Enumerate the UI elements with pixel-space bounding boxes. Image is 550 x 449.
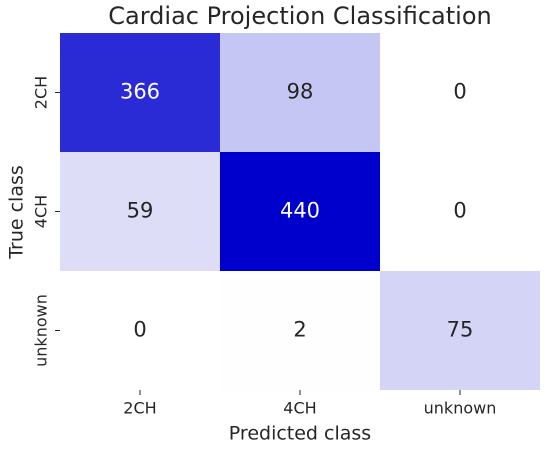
heatmap-cell xyxy=(380,271,540,390)
heatmap-cell xyxy=(220,271,380,390)
heatmap-cell xyxy=(60,33,220,152)
cell-value: 0 xyxy=(453,80,466,104)
x-axis-label: Predicted class xyxy=(229,423,371,445)
cell-value: 0 xyxy=(133,318,146,342)
y-axis-label: True class xyxy=(6,165,28,260)
cell-value: 366 xyxy=(120,80,160,104)
heatmap-cell xyxy=(380,152,540,271)
heatmap-cell xyxy=(60,271,220,390)
chart-title: Cardiac Projection Classification xyxy=(108,2,491,30)
x-tick-label: 2CH xyxy=(123,399,156,418)
y-tick-label: 4CH xyxy=(32,195,51,228)
y-tick-label: 2CH xyxy=(32,76,51,109)
heatmap-cell xyxy=(60,152,220,271)
x-tick-label: 4CH xyxy=(283,399,316,418)
cell-value: 0 xyxy=(453,199,466,223)
heatmap-cell xyxy=(220,152,380,271)
cell-value: 440 xyxy=(280,199,320,223)
cell-value: 2 xyxy=(293,318,306,342)
heatmap-cell xyxy=(220,33,380,152)
cell-value: 59 xyxy=(127,199,154,223)
x-tick-label: unknown xyxy=(424,399,497,418)
cell-value: 98 xyxy=(287,80,314,104)
cell-value: 75 xyxy=(447,318,474,342)
y-tick-label: unknown xyxy=(32,294,51,367)
heatmap-cell xyxy=(380,33,540,152)
